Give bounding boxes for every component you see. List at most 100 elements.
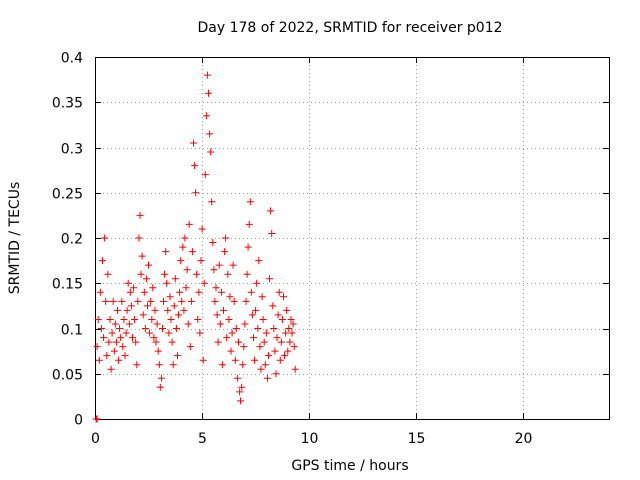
data-point bbox=[150, 334, 158, 342]
data-point bbox=[93, 415, 101, 423]
data-point bbox=[100, 334, 108, 342]
data-point bbox=[183, 266, 191, 274]
data-point bbox=[287, 316, 295, 323]
data-point bbox=[119, 343, 127, 351]
data-point bbox=[114, 306, 121, 314]
data-point bbox=[253, 279, 261, 287]
data-point bbox=[247, 288, 255, 296]
data-point bbox=[99, 257, 106, 265]
data-point bbox=[176, 288, 184, 296]
data-point bbox=[237, 397, 245, 405]
data-point bbox=[146, 329, 154, 337]
y-tick-label: 0.25 bbox=[52, 187, 83, 203]
data-point bbox=[142, 275, 150, 283]
data-point bbox=[216, 320, 224, 328]
data-point bbox=[213, 311, 221, 319]
data-point bbox=[231, 356, 239, 364]
data-point bbox=[270, 325, 278, 332]
x-tick-label: 15 bbox=[408, 431, 426, 447]
data-point bbox=[147, 297, 155, 305]
data-point bbox=[195, 288, 203, 296]
data-point bbox=[286, 338, 294, 346]
data-point bbox=[245, 220, 253, 228]
data-point bbox=[149, 284, 157, 292]
data-point bbox=[122, 329, 130, 337]
y-tick-label: 0.3 bbox=[61, 142, 83, 158]
data-point bbox=[135, 234, 143, 242]
data-point bbox=[241, 320, 249, 328]
y-tick-label: 0.05 bbox=[52, 368, 83, 384]
data-point bbox=[269, 302, 277, 310]
data-point bbox=[145, 261, 152, 269]
data-point bbox=[151, 306, 159, 314]
data-point bbox=[227, 347, 235, 355]
data-point bbox=[225, 316, 233, 323]
data-point bbox=[159, 325, 166, 332]
x-tick-label: 5 bbox=[198, 431, 207, 447]
data-point bbox=[123, 306, 131, 314]
data-point bbox=[191, 162, 199, 170]
data-point bbox=[102, 297, 110, 305]
data-point bbox=[104, 270, 112, 278]
y-tick-label: 0.4 bbox=[61, 51, 83, 67]
data-point bbox=[164, 306, 172, 314]
x-tick-label: 20 bbox=[515, 431, 533, 447]
data-point bbox=[223, 334, 231, 342]
data-point bbox=[203, 71, 211, 79]
data-point bbox=[165, 329, 173, 337]
data-point bbox=[246, 198, 254, 206]
data-point bbox=[288, 329, 296, 337]
data-point bbox=[194, 316, 202, 323]
data-point bbox=[202, 112, 210, 120]
data-point bbox=[110, 347, 118, 355]
data-point bbox=[230, 297, 238, 305]
data-point bbox=[162, 248, 170, 256]
data-point bbox=[212, 284, 220, 292]
data-point bbox=[134, 297, 142, 305]
data-point bbox=[169, 361, 177, 369]
data-point bbox=[166, 293, 174, 301]
data-point bbox=[118, 297, 126, 305]
data-point bbox=[257, 365, 265, 373]
data-point bbox=[206, 130, 214, 138]
data-point bbox=[190, 139, 197, 147]
data-point bbox=[157, 374, 165, 382]
data-point bbox=[170, 302, 178, 310]
data-point bbox=[193, 270, 201, 278]
data-point bbox=[238, 383, 246, 391]
data-point bbox=[155, 361, 163, 369]
data-point bbox=[285, 325, 293, 332]
data-point bbox=[233, 374, 241, 382]
data-point bbox=[95, 356, 103, 364]
data-point bbox=[242, 297, 250, 305]
data-point bbox=[117, 334, 125, 342]
data-point bbox=[185, 220, 193, 228]
data-point bbox=[139, 311, 147, 319]
data-point bbox=[175, 311, 182, 319]
data-point bbox=[251, 356, 259, 364]
data-point bbox=[188, 248, 196, 256]
data-point bbox=[236, 388, 244, 396]
data-point bbox=[148, 316, 156, 323]
data-point bbox=[228, 329, 236, 337]
data-point bbox=[186, 343, 194, 351]
data-point bbox=[260, 338, 268, 346]
grid bbox=[95, 57, 609, 419]
data-point bbox=[217, 288, 225, 296]
data-point bbox=[271, 347, 279, 355]
data-point bbox=[256, 343, 264, 351]
data-point bbox=[153, 320, 161, 328]
data-point bbox=[116, 325, 124, 332]
data-point bbox=[136, 211, 144, 219]
data-point bbox=[177, 257, 185, 265]
data-point bbox=[262, 329, 270, 337]
data-point bbox=[160, 297, 167, 305]
data-point bbox=[278, 316, 286, 323]
data-point bbox=[199, 356, 207, 364]
data-point bbox=[106, 316, 114, 323]
data-point bbox=[263, 374, 271, 382]
data-point bbox=[210, 266, 218, 274]
data-point bbox=[268, 230, 276, 237]
data-point bbox=[221, 248, 229, 256]
data-point bbox=[192, 189, 200, 197]
